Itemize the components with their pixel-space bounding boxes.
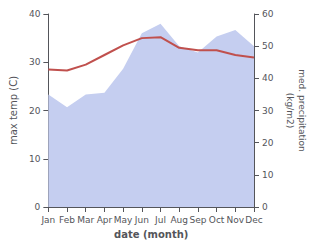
svg-text:40: 40 [262,73,274,83]
svg-text:0: 0 [35,202,41,212]
svg-text:Apr: Apr [97,215,113,225]
svg-text:May: May [114,215,133,225]
svg-text:Nov: Nov [227,215,245,225]
svg-text:0: 0 [262,202,268,212]
svg-text:med. precipitation: med. precipitation [297,69,307,151]
svg-text:Feb: Feb [59,215,75,225]
svg-text:40: 40 [29,9,41,19]
svg-text:Mar: Mar [77,215,94,225]
svg-text:Jan: Jan [40,215,55,225]
svg-text:20: 20 [262,138,274,148]
svg-text:10: 10 [29,154,41,164]
svg-text:30: 30 [262,106,274,116]
svg-text:max temp (C): max temp (C) [8,76,19,145]
svg-text:Oct: Oct [209,215,225,225]
svg-text:60: 60 [262,9,274,19]
svg-text:Jul: Jul [154,215,166,225]
svg-text:(kg/m2): (kg/m2) [285,93,295,128]
svg-text:Aug: Aug [170,215,188,225]
svg-text:Jun: Jun [134,215,149,225]
svg-text:30: 30 [29,57,41,67]
svg-text:date (month): date (month) [114,229,188,240]
svg-text:Dec: Dec [245,215,262,225]
svg-text:Sep: Sep [189,215,206,225]
svg-text:50: 50 [262,41,274,51]
svg-text:10: 10 [262,170,274,180]
svg-text:20: 20 [29,106,41,116]
